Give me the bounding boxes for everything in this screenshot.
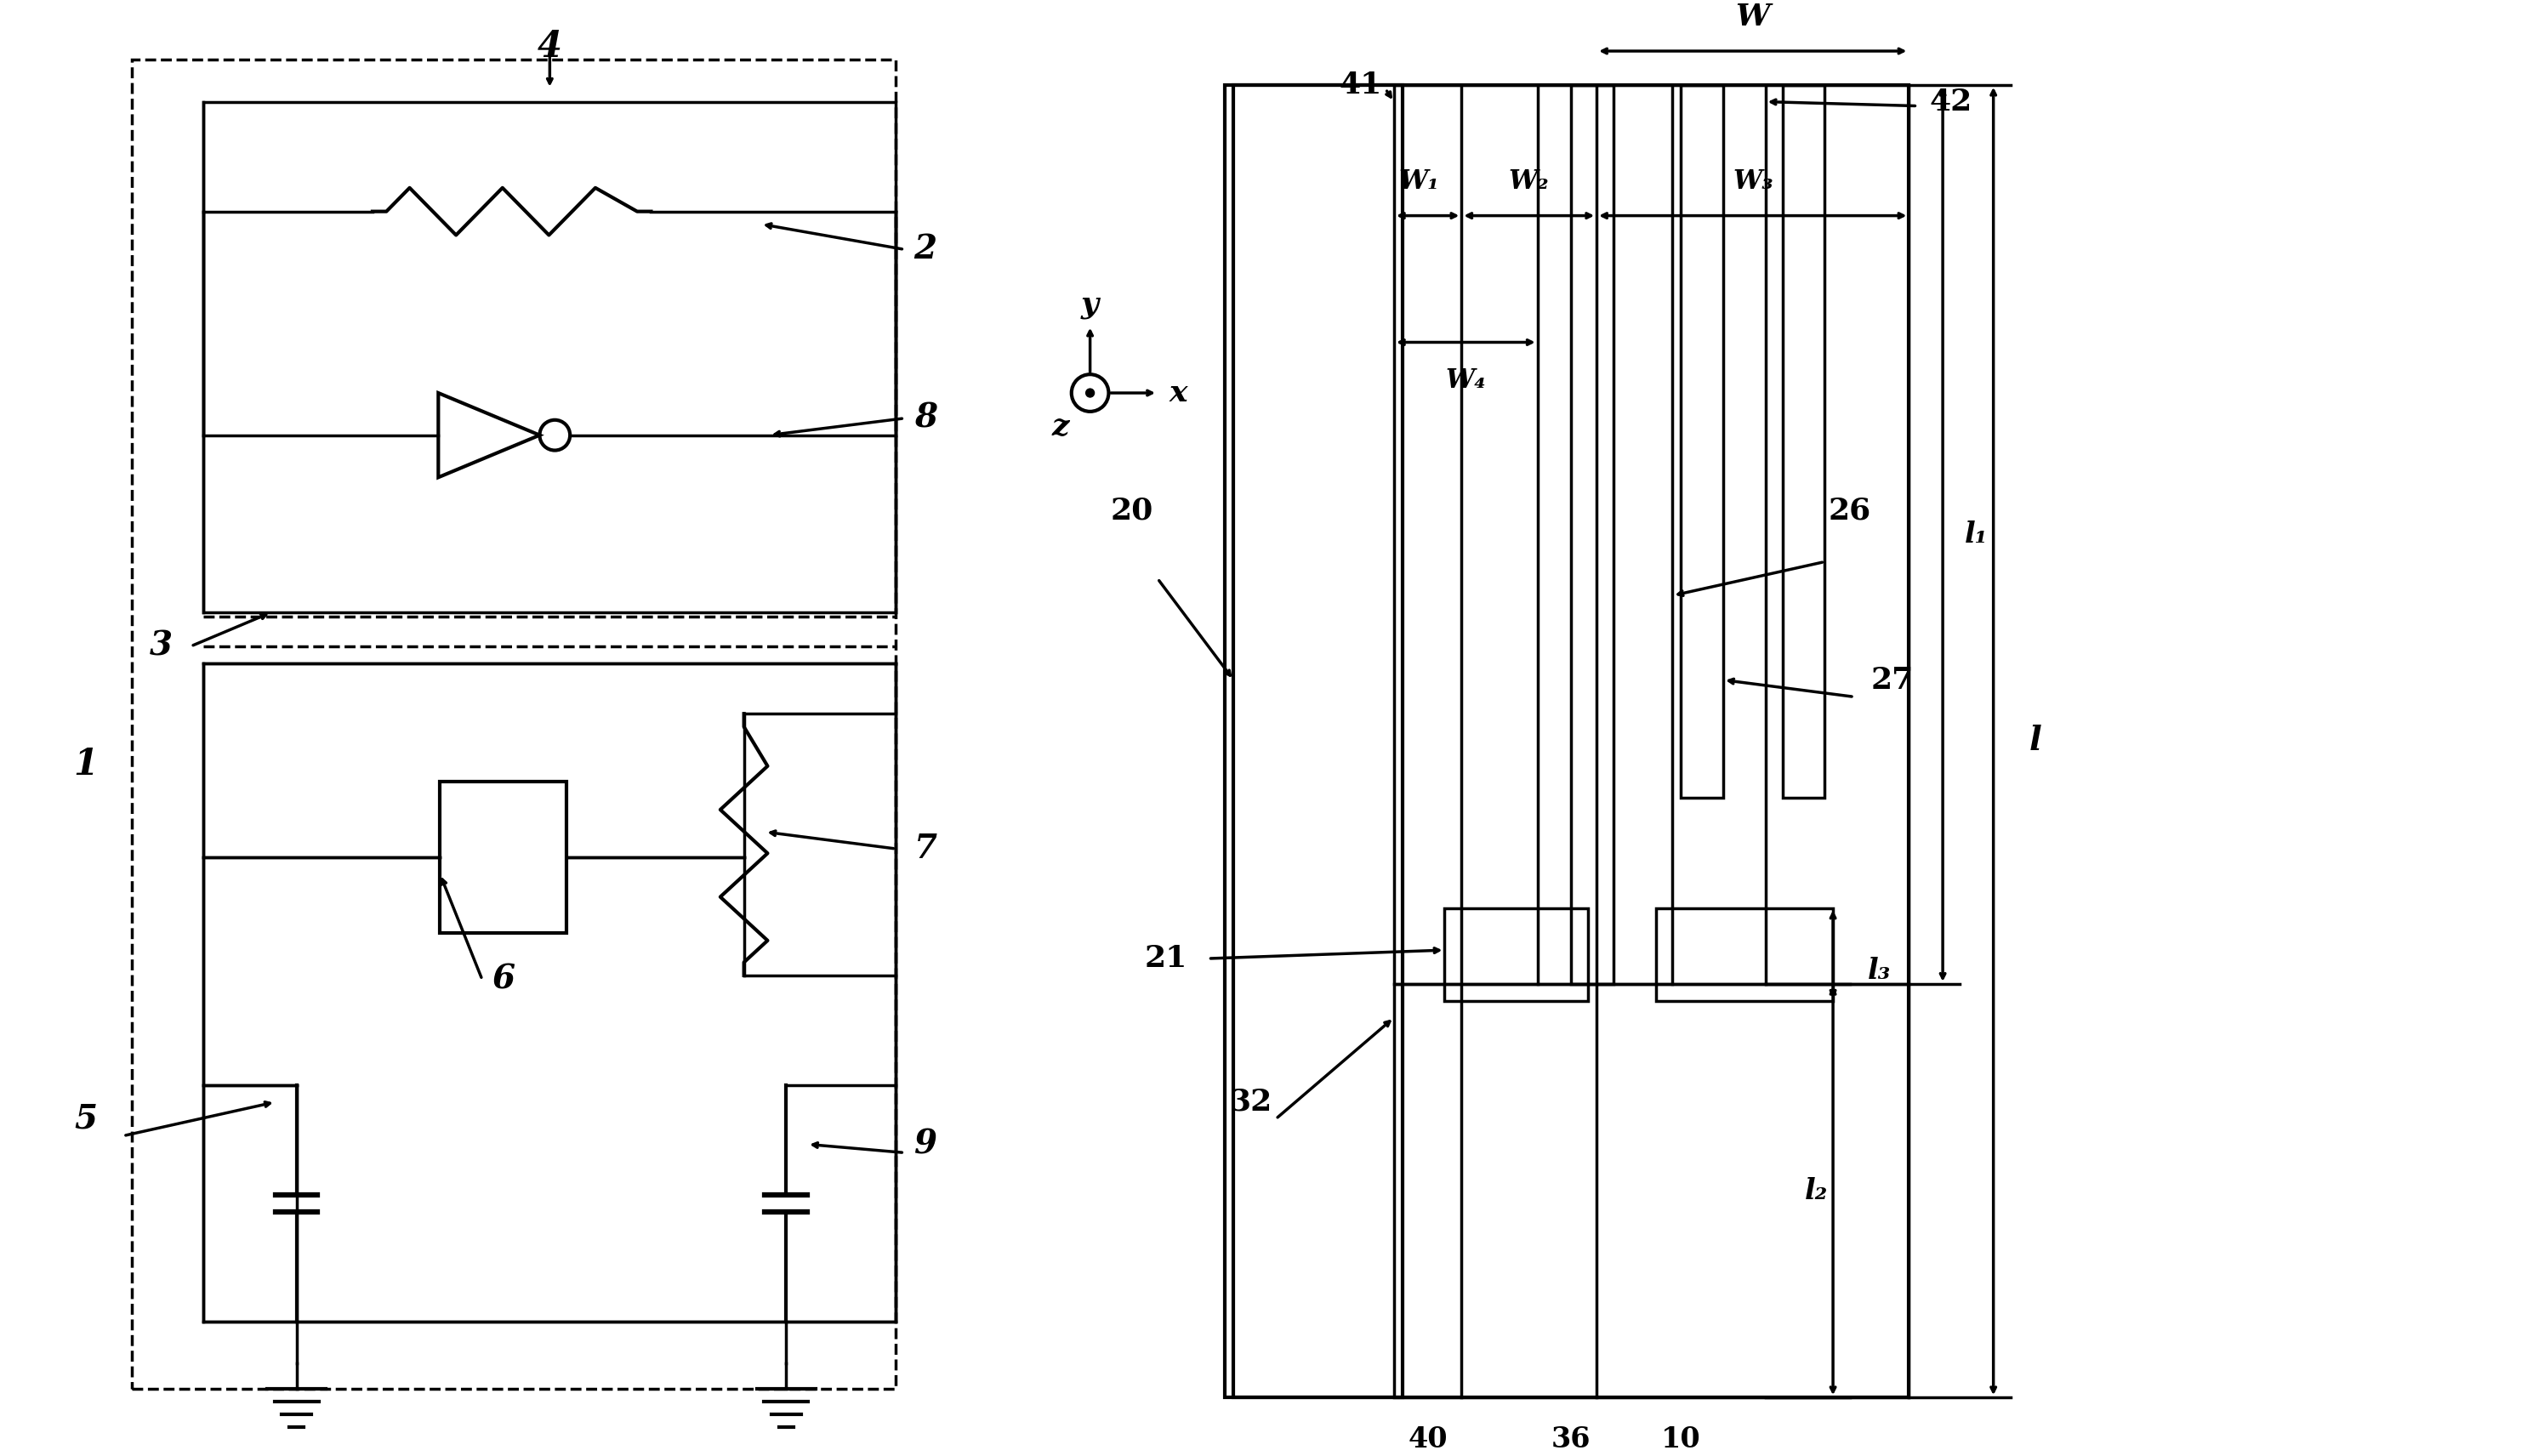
Text: 9: 9 <box>913 1128 936 1160</box>
Text: x: x <box>1170 379 1188 408</box>
Text: l₂: l₂ <box>1804 1176 1827 1204</box>
Text: l: l <box>2030 725 2043 757</box>
Text: 27: 27 <box>1870 665 1913 695</box>
Text: 20: 20 <box>1112 496 1152 526</box>
Text: 26: 26 <box>1829 496 1872 526</box>
Text: 41: 41 <box>1338 70 1381 99</box>
Text: 3: 3 <box>150 630 173 662</box>
Text: W: W <box>1735 3 1771 32</box>
Text: 32: 32 <box>1229 1088 1272 1117</box>
Text: 5: 5 <box>74 1102 97 1136</box>
Text: W₂: W₂ <box>1509 169 1549 195</box>
Text: 42: 42 <box>1931 87 1972 116</box>
Text: l₃: l₃ <box>1867 957 1890 986</box>
Text: 7: 7 <box>913 833 936 865</box>
Text: W₄: W₄ <box>1445 367 1486 393</box>
Circle shape <box>1086 389 1094 397</box>
Text: 36: 36 <box>1552 1425 1590 1453</box>
Text: 2: 2 <box>913 233 936 265</box>
Text: 6: 6 <box>491 964 514 996</box>
Text: 40: 40 <box>1407 1425 1448 1453</box>
Text: 8: 8 <box>913 402 936 434</box>
Text: 21: 21 <box>1145 943 1188 973</box>
Text: 4: 4 <box>537 29 562 64</box>
Text: W₁: W₁ <box>1399 169 1440 195</box>
Text: z: z <box>1051 412 1068 441</box>
Text: W₃: W₃ <box>1732 169 1773 195</box>
Text: y: y <box>1081 290 1099 319</box>
Text: l₁: l₁ <box>1964 520 1987 549</box>
Text: 10: 10 <box>1661 1425 1702 1453</box>
Text: 1: 1 <box>74 747 97 782</box>
